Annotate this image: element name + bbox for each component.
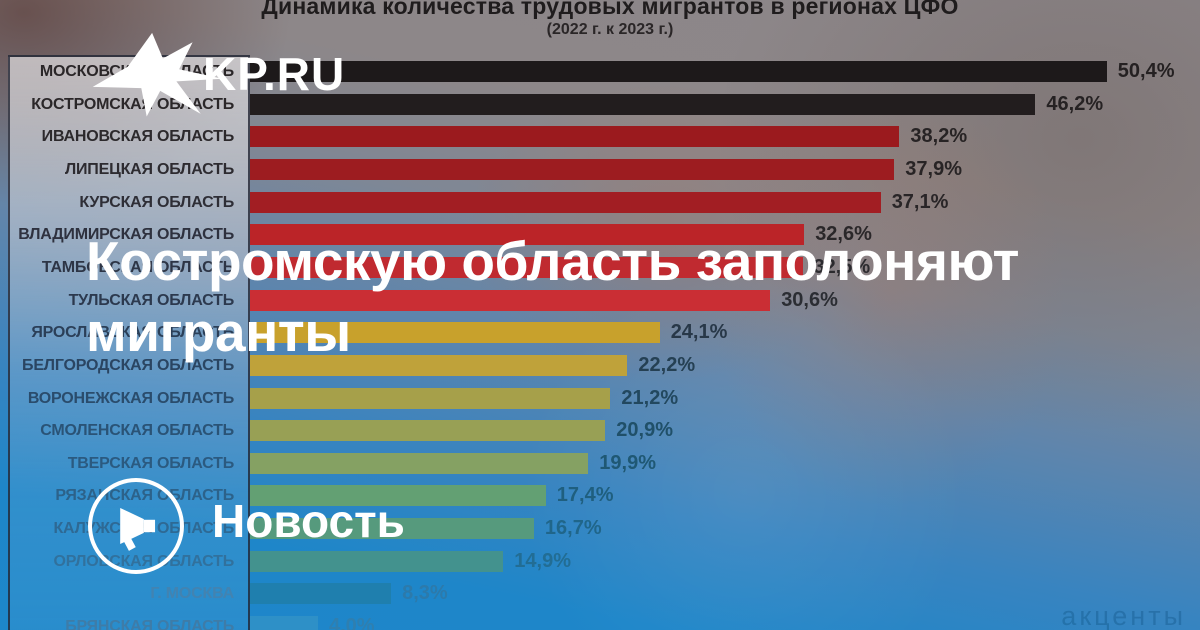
chart-bar [250, 93, 1036, 115]
chart-bar [250, 126, 900, 148]
chart-bar [250, 583, 392, 605]
kp-swallow-icon [92, 32, 223, 117]
chart-value-label: 38,2% [910, 125, 968, 148]
chart-category-label: БЕЛГОРОДСКАЯ ОБЛАСТЬ [22, 356, 234, 374]
chart-bar [250, 191, 881, 213]
chart-bar [250, 354, 628, 376]
chart-bar [250, 289, 771, 311]
chart-category-label: СМОЛЕНСКАЯ ОБЛАСТЬ [40, 422, 234, 440]
chart-value-label: 50,4% [1117, 60, 1175, 82]
chart-bar [250, 158, 895, 180]
chart-value-label: 24,1% [670, 321, 728, 344]
chart-category-label: КУРСКАЯ ОБЛАСТЬ [79, 193, 234, 211]
chart-category-label: ЯРОСЛАВСКАЯ ОБЛАСТЬ [31, 324, 234, 342]
chart-value-label: 37,9% [905, 157, 963, 180]
chart-bar [250, 616, 318, 630]
headline: Костромскую область заполоняют мигранты [86, 226, 1020, 368]
chart-value-label: 16,7% [544, 517, 602, 540]
chart-bar [250, 452, 589, 474]
chart-bar [250, 322, 660, 344]
chart-value-label: 19,9% [599, 451, 657, 474]
chart-value-label: 46,2% [1046, 92, 1104, 115]
chart-bar [250, 550, 504, 572]
chart-value-label: 32,5% [813, 255, 871, 278]
chart-value-label: 37,1% [891, 190, 949, 213]
chart-category-label: Г. МОСКВА [150, 585, 234, 603]
chart-category-label: ИВАНОВСКАЯ ОБЛАСТЬ [41, 128, 235, 146]
news-badge-label: Новость [212, 495, 405, 547]
chart-title: Динамика количества трудовых мигрантов в… [261, 0, 959, 19]
chart-value-label: 8,3% [402, 582, 448, 605]
chart-category-label: ВОРОНЕЖСКАЯ ОБЛАСТЬ [27, 389, 234, 407]
chart-bar [250, 387, 611, 409]
chart-value-label: 4,0% [329, 615, 375, 630]
kp-logo-text: KP.RU [203, 48, 346, 100]
watermark: акценты [1061, 601, 1186, 630]
chart-subtitle: (2022 г. к 2023 г.) [546, 21, 674, 38]
headline-line-1: Костромскую область заполоняют [86, 230, 1020, 292]
chart-value-label: 22,2% [638, 353, 696, 376]
chart-bar [250, 256, 803, 278]
chart-value-label: 21,2% [621, 386, 679, 409]
chart-value-label: 17,4% [556, 484, 614, 507]
chart-category-label: ТВЕРСКАЯ ОБЛАСТЬ [67, 454, 234, 472]
chart-bar [250, 485, 546, 507]
chart-bar [250, 224, 805, 246]
chart-value-label: 32,6% [815, 223, 872, 246]
chart-value-label: 14,9% [514, 549, 572, 572]
chart-bar [250, 61, 1107, 82]
chart-bar [250, 420, 606, 442]
megaphone-icon [88, 478, 184, 574]
chart-category-label: ТАМБОВСКАЯ ОБЛАСТЬ [41, 258, 234, 276]
chart-bar [250, 518, 534, 540]
chart-value-label: 30,6% [781, 288, 838, 311]
chart-category-label: ВЛАДИМИРСКАЯ ОБЛАСТЬ [18, 226, 234, 244]
headline-line-2: мигранты [86, 301, 351, 363]
chart-value-label: 20,9% [616, 419, 674, 442]
chart-category-label: ЛИПЕЦКАЯ ОБЛАСТЬ [64, 160, 234, 178]
chart-category-label: БРЯНСКАЯ ОБЛАСТЬ [65, 618, 234, 630]
chart-category-label: ТУЛЬСКАЯ ОБЛАСТЬ [68, 291, 235, 309]
